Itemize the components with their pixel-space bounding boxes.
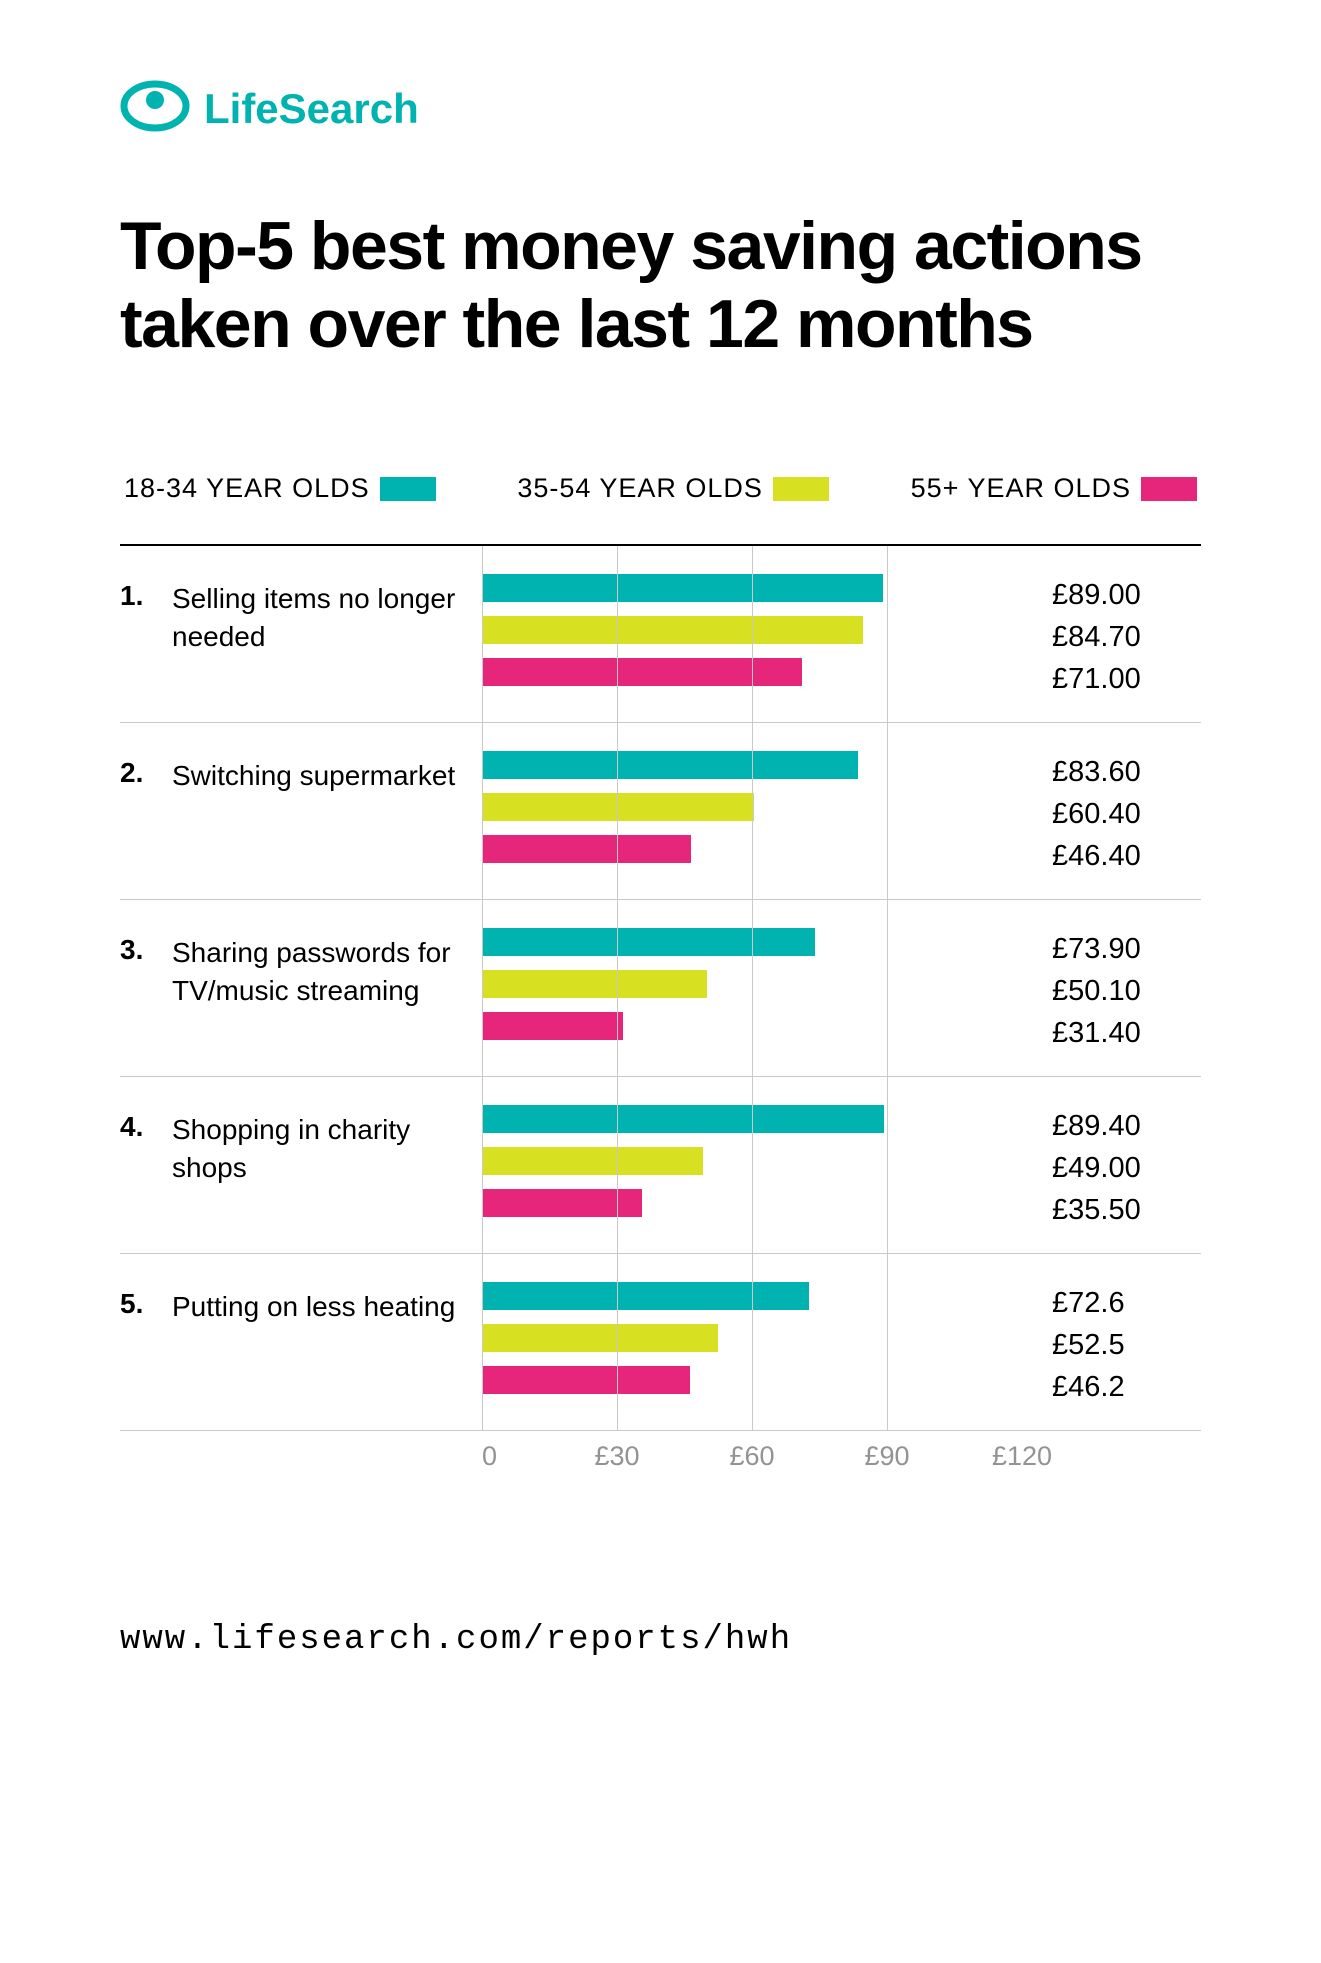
bar-value: £35.50 — [1052, 1189, 1201, 1231]
bar-value: £49.00 — [1052, 1147, 1201, 1189]
row-label: Putting on less heating — [172, 1282, 482, 1326]
bar — [482, 1366, 690, 1394]
chart-row: 2.Switching supermarket £83.60£60.40£46.4… — [120, 723, 1201, 900]
bar — [482, 1324, 718, 1352]
bar — [482, 1105, 884, 1133]
bar-value: £46.40 — [1052, 835, 1201, 877]
row-label: Sharing passwords for TV/music streaming — [172, 928, 482, 1010]
axis-tick: £60 — [729, 1441, 774, 1472]
bar — [482, 751, 858, 779]
axis-tick: £30 — [594, 1441, 639, 1472]
bar — [482, 616, 863, 644]
bar — [482, 928, 815, 956]
chart-row: 5.Putting on less heating £72.6£52.5£46.2 — [120, 1254, 1201, 1431]
bar-value: £50.10 — [1052, 970, 1201, 1012]
bar-value: £60.40 — [1052, 793, 1201, 835]
bar-area — [482, 1105, 1022, 1231]
footer-url: www.lifesearch.com/reports/hwh — [120, 1621, 1201, 1659]
eye-icon — [120, 80, 190, 137]
row-rank: 4. — [120, 1105, 172, 1143]
bar — [482, 1147, 703, 1175]
bar-value: £72.6 — [1052, 1282, 1201, 1324]
bar — [482, 658, 802, 686]
x-axis-ticks: 0£30£60£90£120 — [482, 1441, 1022, 1481]
page-title: Top-5 best money saving actions taken ov… — [120, 207, 1201, 363]
x-axis: 0 £30 £60 £90 £120 — [120, 1441, 1201, 1481]
legend-swatch — [380, 477, 436, 501]
bar — [482, 1189, 642, 1217]
bar — [482, 1012, 623, 1040]
axis-tick: £90 — [864, 1441, 909, 1472]
legend-swatch — [773, 477, 829, 501]
row-rank: 5. — [120, 1282, 172, 1320]
bar — [482, 574, 883, 602]
bar-value: £84.70 — [1052, 616, 1201, 658]
bar-value: £73.90 — [1052, 928, 1201, 970]
bar-value: £52.5 — [1052, 1324, 1201, 1366]
bar-value: £71.00 — [1052, 658, 1201, 700]
legend-label: 55+ YEAR OLDS — [911, 473, 1131, 504]
legend: 18-34 YEAR OLDS 35-54 YEAR OLDS 55+ YEAR O… — [120, 473, 1201, 504]
bar-chart: 1.Selling items no longer needed£89.00£8… — [120, 544, 1201, 1431]
bar-value: £46.2 — [1052, 1366, 1201, 1408]
bar — [482, 793, 754, 821]
legend-item: 35-54 YEAR OLDS — [517, 473, 829, 504]
legend-swatch — [1141, 477, 1197, 501]
bar-value: £31.40 — [1052, 1012, 1201, 1054]
axis-tick: 0 — [482, 1441, 497, 1472]
legend-label: 35-54 YEAR OLDS — [517, 473, 763, 504]
legend-item: 55+ YEAR OLDS — [911, 473, 1197, 504]
bar-area — [482, 574, 1022, 700]
row-rank: 3. — [120, 928, 172, 966]
bar — [482, 970, 707, 998]
chart-row: 4.Shopping in charity shops £89.40£49.00£… — [120, 1077, 1201, 1254]
brand-logo: LifeSearch — [120, 80, 1201, 137]
bar-value: £83.60 — [1052, 751, 1201, 793]
row-label: Switching supermarket — [172, 751, 482, 795]
bar-area — [482, 751, 1022, 877]
bar — [482, 835, 691, 863]
row-rank: 1. — [120, 574, 172, 612]
bar-value: £89.00 — [1052, 574, 1201, 616]
bar-area — [482, 1282, 1022, 1408]
row-rank: 2. — [120, 751, 172, 789]
axis-tick: £120 — [992, 1441, 1052, 1472]
row-label: Selling items no longer needed — [172, 574, 482, 656]
bar-value: £89.40 — [1052, 1105, 1201, 1147]
chart-row: 3.Sharing passwords for TV/music streami… — [120, 900, 1201, 1077]
bar — [482, 1282, 809, 1310]
legend-label: 18-34 YEAR OLDS — [124, 473, 370, 504]
brand-name: LifeSearch — [204, 85, 419, 133]
row-label: Shopping in charity shops — [172, 1105, 482, 1187]
chart-row: 1.Selling items no longer needed £89.00£8… — [120, 546, 1201, 723]
bar-area — [482, 928, 1022, 1054]
legend-item: 18-34 YEAR OLDS — [124, 473, 436, 504]
